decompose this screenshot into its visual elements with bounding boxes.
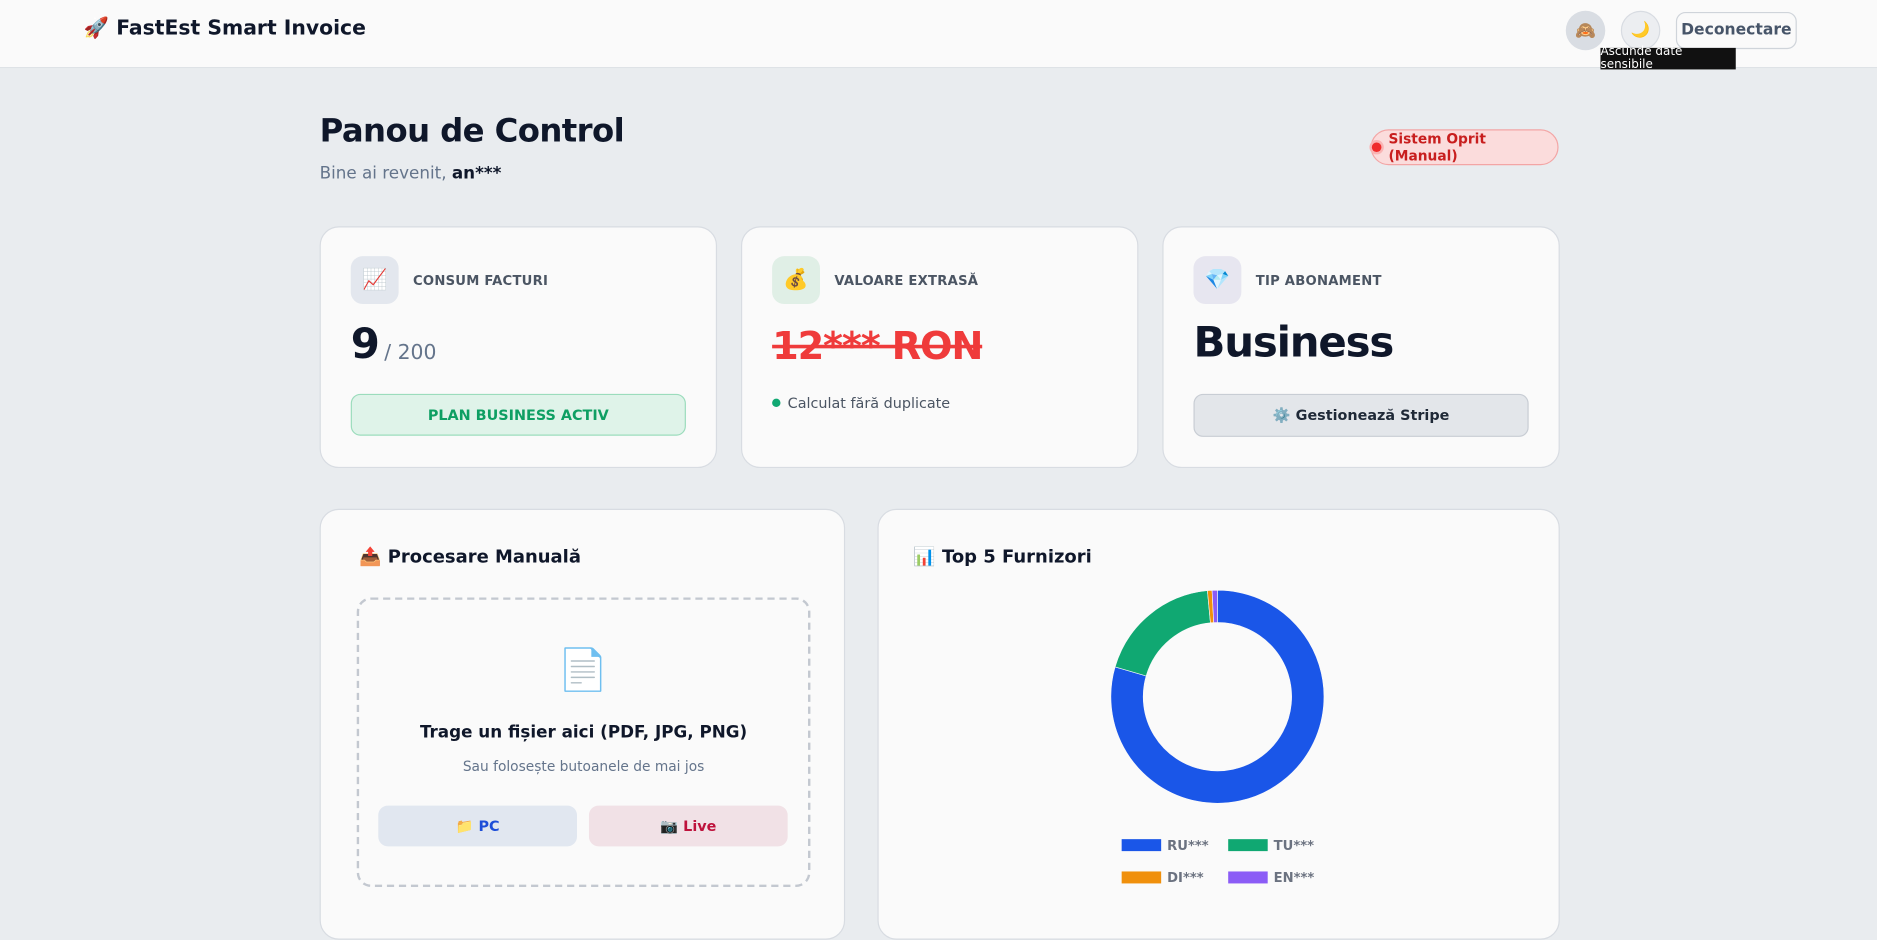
brand[interactable]: 🚀 FastEst Smart Invoice	[83, 16, 366, 41]
drop-zone[interactable]	[356, 597, 811, 888]
card-note: Calculat fără duplicate	[787, 395, 951, 412]
plan-name: Business	[1193, 319, 1394, 368]
tooltip: Ascunde date sensibile	[1600, 45, 1736, 72]
card-label: VALOARE EXTRASĂ	[834, 272, 979, 289]
header	[0, 0, 1877, 69]
legend-label: DI***	[1167, 871, 1204, 886]
status-dot	[1371, 142, 1382, 153]
slice	[1114, 590, 1211, 677]
section-title: 📤 Procesare Manuală	[359, 545, 581, 568]
legend-swatch	[1121, 839, 1162, 852]
live-button[interactable]: 📷 Live	[588, 805, 788, 847]
card-label: CONSUM FACTURI	[412, 272, 549, 289]
legend-label: RU***	[1167, 839, 1209, 854]
user-name: an***	[451, 163, 502, 184]
usage-value: 9	[350, 320, 380, 369]
status-pill: Sistem Oprit (Manual)	[1370, 129, 1559, 166]
status-text: Sistem Oprit (Manual)	[1388, 130, 1486, 164]
card-label: TIP ABONAMENT	[1255, 272, 1382, 289]
legend-swatch	[1228, 839, 1268, 852]
pc-button[interactable]: 📁 PC	[378, 805, 577, 847]
privacy-toggle[interactable]: 🙈	[1565, 10, 1606, 51]
welcome: Bine ai revenit, an***	[320, 164, 502, 183]
legend-swatch	[1228, 871, 1268, 884]
file-icon: 📄	[557, 646, 609, 695]
donut-chart: RU*** TU*** DI*** EN***	[1110, 589, 1325, 886]
drop-hint: Sau folosește butoanele de mai jos	[462, 757, 705, 775]
welcome-text: Bine ai revenit,	[319, 163, 447, 184]
slice	[1110, 589, 1325, 804]
legend-swatch	[1121, 871, 1162, 884]
page-title: Panou de Control	[319, 112, 625, 150]
chart-card	[877, 508, 1560, 940]
stripe-button[interactable]: ⚙️ Gestionează Stripe	[1193, 393, 1529, 437]
upload-card	[319, 508, 846, 940]
theme-toggle[interactable]: 🌙	[1620, 10, 1661, 51]
usage-limit: / 200	[384, 341, 437, 366]
card-icon: 📈	[350, 256, 399, 305]
legend-label: TU***	[1274, 839, 1314, 854]
extracted-value: 12*** RON	[772, 323, 983, 369]
plan-badge: PLAN BUSINESS ACTIV	[350, 393, 686, 436]
card-icon: 💎	[1193, 256, 1242, 305]
logout-button[interactable]: Deconectare	[1675, 11, 1797, 50]
card-icon: 💰	[772, 256, 820, 305]
drop-text: Trage un fișier aici (PDF, JPG, PNG)	[419, 723, 748, 743]
note-dot	[772, 398, 781, 408]
chart-title: 📊 Top 5 Furnizori	[913, 545, 1092, 568]
legend-label: EN***	[1274, 871, 1315, 886]
slice	[1211, 589, 1218, 623]
